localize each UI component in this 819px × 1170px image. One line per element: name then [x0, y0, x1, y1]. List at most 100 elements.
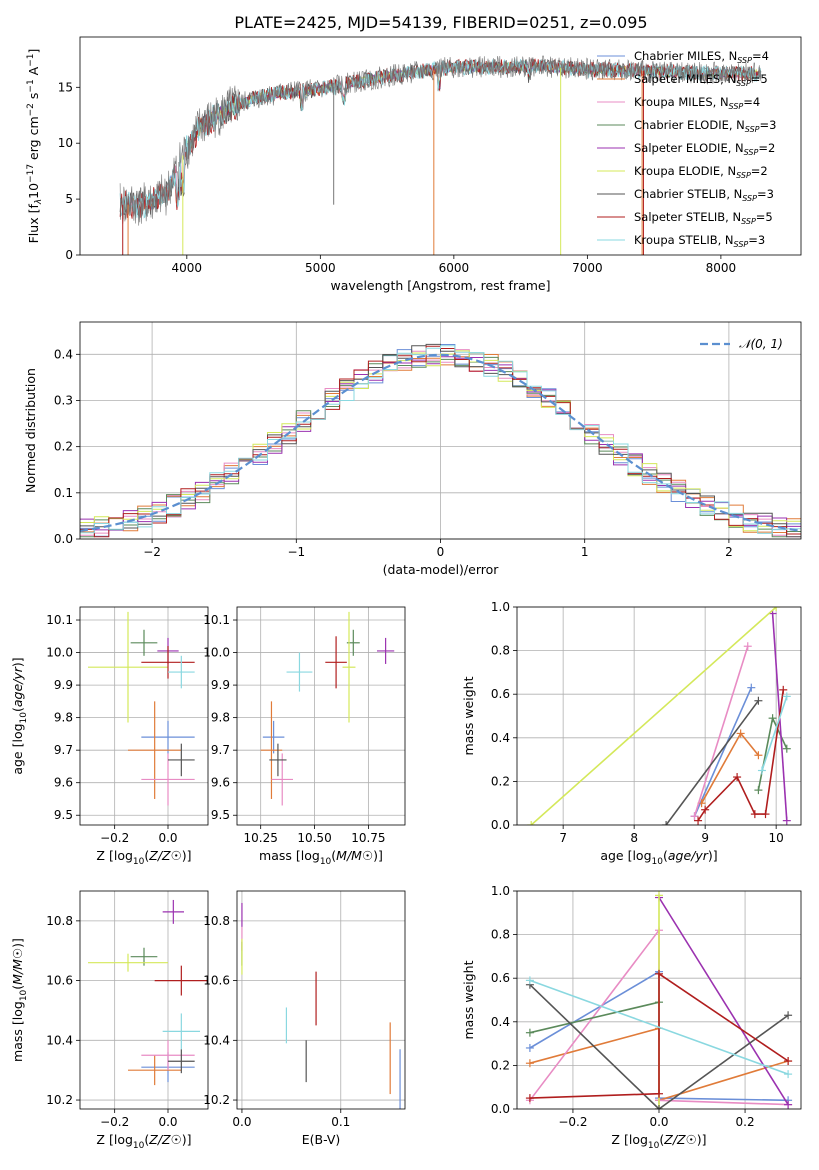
- label-part: 10: [19, 989, 29, 1001]
- tick-label-y: 9.5: [211, 808, 230, 822]
- legend-label-kroupa-stelib: Kroupa STELIB, NSSP=3: [634, 233, 765, 249]
- tick-label-y: 9.7: [54, 743, 73, 757]
- label-part: log: [10, 1001, 25, 1020]
- tick-label-y: 9.6: [211, 776, 230, 790]
- mw-marker-salpeter-stelib: [655, 1089, 663, 1098]
- tick-label-x: −2: [143, 545, 161, 559]
- tick-label-y: 0: [65, 248, 73, 262]
- mw-marker-salpeter-stelib: [733, 773, 742, 782]
- mw-marker-kroupa-elodie: [772, 607, 781, 611]
- label-part: 10: [133, 857, 145, 867]
- tick-label-y: 0.0: [491, 1102, 510, 1116]
- label-part: SSP: [744, 148, 759, 157]
- normal-curve: [79, 353, 802, 532]
- axes-age_vs_Z: −0.2 0.09.59.69.79.89.910.010.1Z [log10(Z…: [10, 606, 209, 867]
- point-kroupa-elodie: [342, 611, 356, 723]
- label-part: Flux [f: [26, 204, 41, 244]
- tick-label-y: 5: [65, 192, 73, 206]
- mw-marker-salpeter-elodie: [784, 1100, 793, 1109]
- mw-marker-salpeter-stelib: [784, 1057, 793, 1066]
- label-part: =3: [760, 118, 777, 132]
- mw-marker-kroupa-stelib: [784, 1070, 793, 1079]
- tick-label-x: 6000: [439, 261, 470, 275]
- label-part: erg cm: [26, 116, 41, 164]
- label-part: −1: [26, 54, 36, 67]
- tick-label-y: 9.8: [211, 711, 230, 725]
- axes-frame: [516, 890, 802, 1110]
- label-part: 10: [648, 1141, 660, 1151]
- tick-label-y: 0.4: [491, 1015, 510, 1029]
- label-part: mass [: [10, 1020, 25, 1062]
- mw-marker-salpeter-stelib: [694, 816, 703, 825]
- xlabel-residuals: (data-model)/error: [383, 562, 500, 577]
- tick-label-y: 0.0: [54, 532, 73, 546]
- mw-line-salpeter-elodie: [658, 897, 789, 1106]
- label-part: Z/Z☉: [148, 848, 182, 863]
- residual-hist-kroupa-stelib: [80, 345, 801, 534]
- tick-label-y: 10.2: [203, 1093, 230, 1107]
- label-part: =3: [757, 187, 774, 201]
- label-part: Kroupa STELIB, N: [634, 233, 734, 247]
- mw-marker-kroupa-stelib: [757, 766, 766, 775]
- tick-label-x: 2: [725, 545, 733, 559]
- label-part: SSP: [736, 79, 751, 88]
- tick-label-x: 0.0: [158, 1115, 177, 1129]
- legend-label-chabrier-elodie: Chabrier ELODIE, NSSP=3: [634, 118, 776, 134]
- mw-marker-chabrier-miles: [525, 1043, 534, 1052]
- tick-label-y: 0.2: [54, 440, 73, 454]
- tick-label-x: 9: [701, 831, 709, 845]
- legend-label-kroupa-elodie: Kroupa ELODIE, NSSP=2: [634, 164, 768, 180]
- label-part: Salpeter STELIB, N: [634, 210, 741, 224]
- point-salpeter-stelib: [141, 646, 195, 679]
- tick-label-x: −0.2: [558, 1115, 587, 1129]
- tick-label-y: 1.0: [491, 884, 510, 898]
- tick-label-x: 7000: [572, 261, 603, 275]
- tick-label-y: 9.9: [54, 678, 73, 692]
- tick-label-y: 10.4: [203, 1033, 230, 1047]
- mw-lines: [527, 607, 791, 825]
- point-salpeter-miles: [128, 1055, 182, 1086]
- label-part: Z/Z☉: [148, 1132, 182, 1147]
- tick-label-y: 9.7: [211, 743, 230, 757]
- label-part: log: [114, 848, 133, 863]
- tick-label-y: 10.0: [46, 646, 73, 660]
- label-part: age [: [10, 743, 25, 775]
- tick-label-y: 10.2: [46, 1093, 73, 1107]
- axes-mw_vs_Z: −0.2 0.0 0.2 0.0 0.2 0.4 0.6 0.8 1.0 Z [log10(Z/Z…: [461, 884, 802, 1151]
- tick-label-x: 10.25: [244, 831, 278, 845]
- axes-frame: [79, 321, 802, 540]
- label-part: )]: [10, 938, 25, 948]
- xlabel-age_vs_Z: Z [log10(Z/Z☉)]: [96, 848, 191, 867]
- figure-title: PLATE=2425, MJD=54139, FIBERID=0251, z=0…: [234, 13, 647, 32]
- mw-marker-salpeter-stelib: [525, 1094, 534, 1103]
- point-chabrier-stelib: [168, 1049, 195, 1074]
- label-part: log: [632, 848, 651, 863]
- axes-mass_vs_Z: −0.2 0.010.210.410.610.8Z [log10(Z/Z☉)]ma…: [10, 890, 209, 1151]
- mw-line-chabrier-stelib: [529, 984, 789, 1109]
- tick-label-x: 8: [630, 831, 638, 845]
- label-part: age [: [600, 848, 632, 863]
- tick-label-x: 10.50: [297, 831, 331, 845]
- tick-label-y: 0.3: [54, 393, 73, 407]
- label-part: −17: [26, 164, 36, 183]
- tick-label-x: −0.2: [100, 1115, 129, 1129]
- label-part: Z [: [96, 1132, 113, 1147]
- point-kroupa-miles: [141, 1040, 195, 1071]
- tick-label-y: 0.4: [54, 347, 73, 361]
- axes-frame: [79, 36, 802, 256]
- legend-label-salpeter-miles: Salpeter MILES, NSSP=5: [634, 72, 768, 88]
- label-part: 10: [26, 183, 41, 199]
- axes-frame: [79, 890, 209, 1110]
- point-kroupa-stelib: [168, 655, 195, 689]
- tick-label-x: 0.0: [232, 1115, 251, 1129]
- tick-label-y: 9.8: [54, 711, 73, 725]
- label-part: age/yr: [668, 848, 709, 863]
- point-kroupa-miles: [271, 753, 293, 806]
- label-part: M/M☉: [336, 848, 373, 863]
- label-part: (: [144, 848, 149, 863]
- tick-label-y: 10.0: [203, 646, 230, 660]
- label-part: SSP: [734, 240, 749, 249]
- label-part: (: [10, 707, 25, 712]
